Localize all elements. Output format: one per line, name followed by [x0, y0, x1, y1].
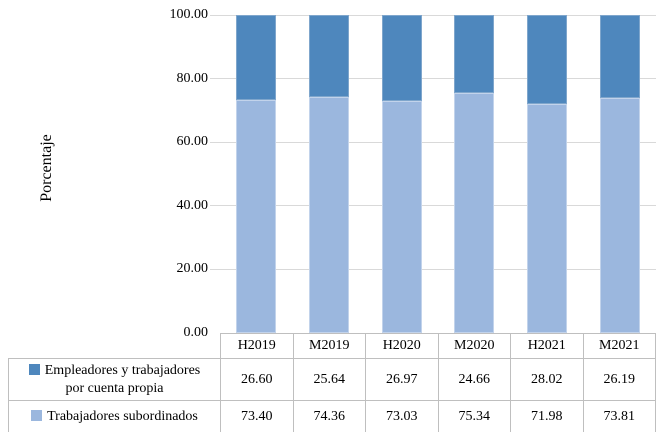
category-cell: M2021 [582, 333, 656, 359]
value-cell: 73.40 [220, 400, 294, 432]
value-cell: 73.03 [365, 400, 439, 432]
value-cell: 75.34 [437, 400, 511, 432]
series-row-empleadores: Empleadores y trabajadores por cuenta pr… [8, 358, 656, 401]
y-tick-mark [210, 269, 220, 270]
legend-cell-empleadores: Empleadores y trabajadores por cuenta pr… [8, 358, 221, 401]
y-tick-label: 0.00 [183, 325, 209, 340]
table-corner-cell [9, 334, 221, 359]
y-tick-mark [210, 142, 220, 143]
bar-segment-empleadores [454, 15, 494, 93]
gridline [220, 78, 656, 79]
value-cell: 74.36 [292, 400, 366, 432]
legend-swatch-empleadores-icon [28, 363, 40, 375]
bar-segment-empleadores [527, 15, 567, 104]
bar-segment-subordinados [527, 104, 567, 333]
category-cell: H2021 [510, 333, 584, 359]
y-tick-label: 20.00 [176, 261, 209, 276]
value-cell: 26.97 [365, 358, 439, 401]
bar-segment-empleadores [600, 15, 640, 98]
bar-segment-subordinados [236, 100, 276, 333]
category-cell: H2019 [220, 333, 294, 359]
bar-segment-empleadores [382, 15, 422, 101]
y-tick-mark [210, 15, 220, 16]
y-tick-mark [210, 205, 220, 206]
legend-label-text: Trabajadores subordinados [47, 409, 198, 424]
y-axis-title: Porcentaje [38, 134, 55, 202]
plot-area: 0.00 20.00 40.00 60.00 80.00 100.00 [170, 7, 656, 340]
category-cell: H2020 [365, 333, 439, 359]
value-cell: 25.64 [292, 358, 366, 401]
bar-segment-empleadores [236, 15, 276, 100]
value-cell: 71.98 [510, 400, 584, 432]
data-table: H2019 M2019 H2020 M2020 H2021 M2021 Empl… [8, 333, 656, 432]
y-tick-label: 80.00 [176, 71, 209, 86]
series-row-subordinados: Trabajadores subordinados 73.40 74.36 73… [8, 400, 656, 432]
gridline [220, 269, 656, 270]
bar-segment-empleadores [309, 15, 349, 97]
gridline [220, 15, 656, 16]
y-tick-label: 60.00 [176, 134, 209, 149]
value-cell: 73.81 [582, 400, 656, 432]
legend-cell-subordinados: Trabajadores subordinados [8, 400, 221, 432]
legend-label-line: Trabajadores subordinados [15, 408, 214, 426]
legend-label-line: por cuenta propia [65, 380, 164, 396]
value-cell: 24.66 [437, 358, 511, 401]
y-tick-label: 100.00 [169, 7, 209, 22]
category-row: H2019 M2019 H2020 M2020 H2021 M2021 [9, 333, 656, 359]
gridline [220, 205, 656, 206]
category-cell: M2019 [292, 333, 366, 359]
bar-segment-subordinados [309, 97, 349, 333]
value-cell: 26.60 [220, 358, 294, 401]
y-tick-label: 40.00 [176, 198, 209, 213]
legend-label-line: Empleadores y trabajadores [15, 362, 214, 380]
bar-segment-subordinados [382, 101, 422, 333]
value-cell: 28.02 [510, 358, 584, 401]
gridline [220, 142, 656, 143]
category-cell: M2020 [437, 333, 511, 359]
y-tick-mark [210, 78, 220, 79]
legend-swatch-subordinados-icon [31, 410, 43, 421]
bar-segment-subordinados [454, 93, 494, 333]
value-cell: 26.19 [582, 358, 656, 401]
legend-label-text: Empleadores y trabajadores [44, 362, 201, 378]
bar-segment-subordinados [600, 98, 640, 333]
